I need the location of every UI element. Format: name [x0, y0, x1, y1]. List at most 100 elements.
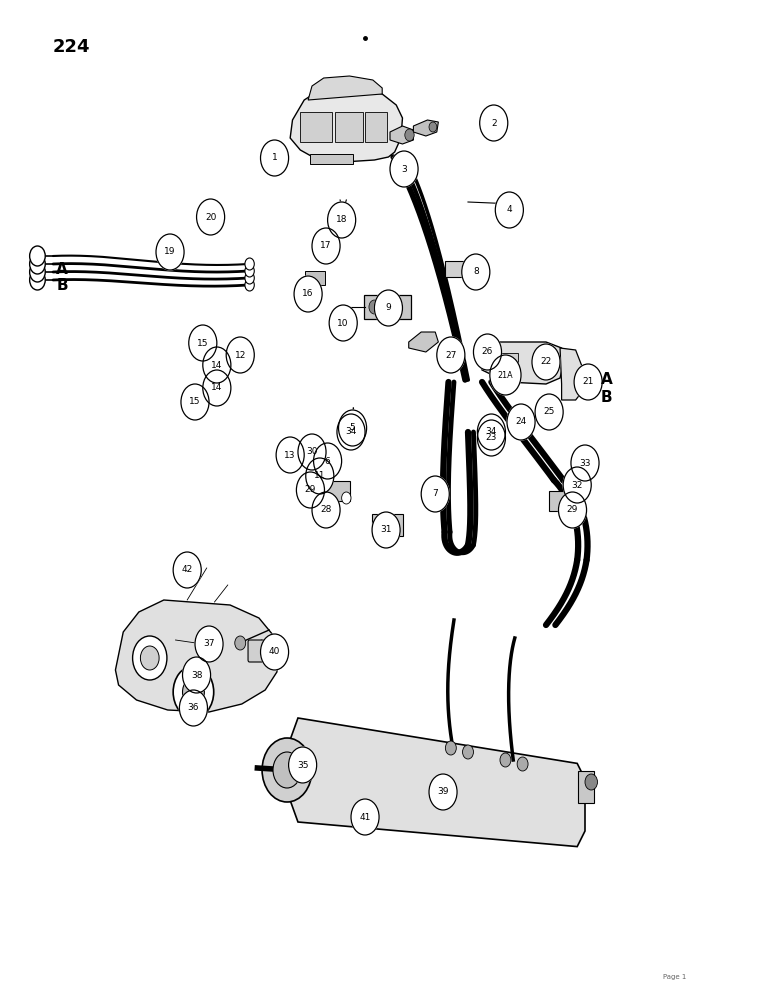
Polygon shape	[390, 126, 413, 144]
Text: 24: 24	[516, 418, 526, 426]
Circle shape	[585, 774, 597, 790]
Circle shape	[203, 370, 231, 406]
Circle shape	[495, 192, 523, 228]
Text: 34: 34	[486, 428, 497, 436]
Text: 42: 42	[182, 566, 193, 574]
Circle shape	[183, 657, 211, 693]
Circle shape	[195, 626, 223, 662]
Circle shape	[181, 384, 209, 420]
Circle shape	[369, 300, 380, 314]
Text: 19: 19	[165, 247, 176, 256]
Text: A: A	[601, 372, 612, 387]
Polygon shape	[115, 600, 279, 712]
Circle shape	[312, 492, 340, 528]
Circle shape	[30, 254, 45, 274]
Text: 40: 40	[269, 648, 280, 656]
Circle shape	[245, 265, 254, 277]
Circle shape	[517, 757, 528, 771]
Polygon shape	[290, 88, 402, 162]
FancyBboxPatch shape	[296, 285, 319, 301]
Circle shape	[30, 246, 45, 266]
Circle shape	[385, 300, 395, 314]
FancyBboxPatch shape	[305, 271, 325, 285]
Polygon shape	[409, 332, 438, 352]
Text: 18: 18	[336, 216, 347, 225]
Circle shape	[405, 129, 414, 141]
Circle shape	[563, 467, 591, 503]
Circle shape	[462, 254, 490, 290]
Text: 9: 9	[385, 304, 392, 312]
Circle shape	[445, 741, 456, 755]
Polygon shape	[482, 342, 563, 384]
Circle shape	[314, 443, 342, 479]
Text: 41: 41	[360, 812, 370, 822]
Circle shape	[312, 228, 340, 264]
Circle shape	[173, 666, 214, 718]
Circle shape	[535, 394, 563, 430]
Text: 15: 15	[197, 338, 208, 348]
Circle shape	[342, 492, 351, 504]
Circle shape	[351, 799, 379, 835]
Text: 224: 224	[53, 38, 90, 56]
Circle shape	[507, 404, 535, 440]
Circle shape	[477, 414, 505, 450]
FancyBboxPatch shape	[578, 771, 594, 803]
Text: 4: 4	[506, 206, 512, 215]
Circle shape	[262, 738, 312, 802]
Text: 15: 15	[190, 397, 200, 406]
Circle shape	[245, 272, 254, 284]
Circle shape	[539, 355, 550, 369]
Circle shape	[463, 745, 473, 759]
Circle shape	[574, 364, 602, 400]
Text: 8: 8	[473, 267, 479, 276]
Circle shape	[235, 636, 246, 650]
Text: 17: 17	[321, 241, 332, 250]
Polygon shape	[308, 76, 382, 100]
Circle shape	[500, 753, 511, 767]
Circle shape	[173, 552, 201, 588]
Text: 13: 13	[285, 450, 296, 460]
Text: 7: 7	[432, 489, 438, 498]
Text: 25: 25	[544, 408, 555, 416]
Circle shape	[197, 199, 225, 235]
Text: 39: 39	[438, 788, 448, 796]
Circle shape	[273, 752, 301, 788]
Circle shape	[516, 411, 526, 423]
Text: 20: 20	[205, 213, 216, 222]
Circle shape	[480, 105, 508, 141]
Circle shape	[30, 262, 45, 282]
Circle shape	[203, 347, 231, 383]
FancyBboxPatch shape	[335, 112, 363, 142]
Text: 34: 34	[346, 428, 356, 436]
FancyBboxPatch shape	[248, 640, 271, 662]
Circle shape	[576, 453, 587, 467]
Circle shape	[473, 334, 502, 370]
Text: 1: 1	[271, 153, 278, 162]
Circle shape	[183, 678, 204, 706]
Circle shape	[298, 434, 326, 470]
Circle shape	[189, 686, 198, 698]
Circle shape	[429, 774, 457, 810]
Circle shape	[328, 202, 356, 238]
Polygon shape	[413, 120, 438, 136]
Text: Page 1: Page 1	[663, 974, 686, 980]
Text: 22: 22	[541, 358, 551, 366]
Text: 36: 36	[188, 704, 199, 712]
Circle shape	[558, 492, 587, 528]
Text: 32: 32	[572, 481, 583, 489]
Text: 5: 5	[349, 424, 356, 432]
Circle shape	[179, 690, 207, 726]
Circle shape	[477, 420, 505, 456]
Text: 30: 30	[307, 448, 317, 456]
Circle shape	[261, 634, 289, 670]
Circle shape	[296, 472, 324, 508]
Text: 14: 14	[211, 360, 222, 369]
Circle shape	[289, 747, 317, 783]
Circle shape	[387, 519, 396, 531]
Circle shape	[276, 437, 304, 473]
Circle shape	[329, 305, 357, 341]
FancyBboxPatch shape	[300, 112, 332, 142]
Text: 21: 21	[583, 377, 594, 386]
Text: 28: 28	[321, 506, 332, 514]
Circle shape	[568, 470, 580, 486]
